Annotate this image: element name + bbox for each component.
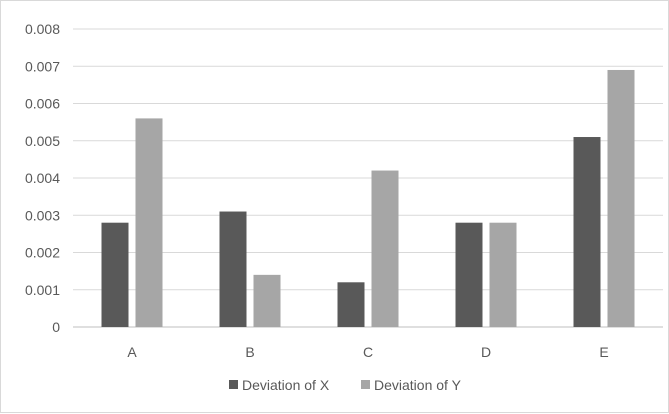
y-tick-label: 0 xyxy=(52,319,60,335)
bar-deviation-y-d xyxy=(489,222,517,327)
bar-deviation-x-e xyxy=(573,137,601,327)
x-tick-label: C xyxy=(363,344,373,360)
y-tick-label: 0.005 xyxy=(25,133,60,149)
gridlines xyxy=(73,28,663,328)
y-tick-label: 0.003 xyxy=(25,207,60,223)
y-tick-label: 0.007 xyxy=(25,58,60,74)
x-tick-label: B xyxy=(245,344,254,360)
x-axis-tick-labels: A B C D E xyxy=(127,344,608,360)
x-tick-label: D xyxy=(481,344,491,360)
bar-deviation-x-b xyxy=(219,211,247,327)
bar-deviation-y-a xyxy=(135,118,163,328)
bar-deviation-x-c xyxy=(337,282,365,327)
legend-swatch xyxy=(361,380,370,389)
legend-swatch xyxy=(229,380,238,389)
bar-deviation-y-b xyxy=(253,274,281,327)
y-tick-label: 0.001 xyxy=(25,282,60,298)
bar-deviation-x-a xyxy=(101,222,129,327)
legend-label: Deviation of X xyxy=(242,377,330,393)
bar-deviation-y-c xyxy=(371,170,399,327)
x-tick-label: E xyxy=(599,344,608,360)
y-tick-label: 0.006 xyxy=(25,96,60,112)
x-tick-label: A xyxy=(127,344,137,360)
y-tick-label: 0.004 xyxy=(25,170,60,186)
legend: Deviation of X Deviation of Y xyxy=(229,377,462,393)
y-axis-tick-labels: 0 0.001 0.002 0.003 0.004 0.005 0.006 0.007 0.00… xyxy=(25,21,60,335)
bar-deviation-y-e xyxy=(607,69,635,327)
y-tick-label: 0.008 xyxy=(25,21,60,37)
bars xyxy=(101,69,635,328)
bar-deviation-x-d xyxy=(455,222,483,327)
legend-label: Deviation of Y xyxy=(374,377,462,393)
y-tick-label: 0.002 xyxy=(25,245,60,261)
